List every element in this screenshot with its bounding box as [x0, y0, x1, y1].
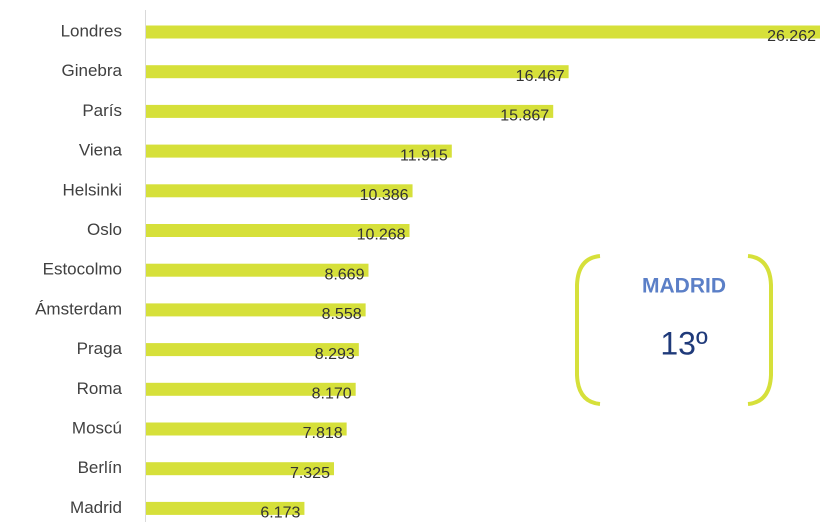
bar: [146, 422, 347, 436]
category-label: Moscú: [72, 418, 122, 437]
annotation-value: 13º: [660, 325, 708, 361]
category-label: Berlín: [78, 458, 122, 477]
annotation-title: MADRID: [642, 275, 726, 298]
category-label: Oslo: [87, 220, 122, 239]
category-label: París: [82, 101, 122, 120]
bar: [146, 224, 410, 237]
bar: [146, 144, 452, 158]
bar: [146, 303, 366, 317]
bar: [146, 382, 356, 396]
bar: [146, 184, 413, 198]
value-label: 11.915: [400, 147, 448, 164]
value-label: 15.867: [500, 108, 549, 125]
value-label: 8.293: [315, 346, 355, 363]
category-label: Londres: [61, 21, 122, 40]
value-label: 10.386: [360, 187, 409, 204]
value-label: 7.325: [290, 465, 330, 482]
bar: [146, 263, 369, 277]
value-label: 26.262: [767, 28, 816, 45]
bracket-left: [575, 254, 601, 406]
category-label: Ginebra: [62, 61, 123, 80]
value-label: 10.268: [357, 227, 406, 244]
value-label: 16.467: [516, 68, 565, 85]
bar: [146, 25, 820, 39]
bar: [146, 462, 334, 476]
value-label: 8.669: [324, 266, 364, 283]
bar: [146, 65, 569, 79]
category-label: Ámsterdam: [35, 299, 122, 318]
bar: [146, 343, 359, 357]
category-label: Roma: [77, 379, 123, 398]
value-label: 6.173: [260, 505, 300, 522]
category-label: Praga: [77, 339, 123, 358]
value-label: 7.818: [303, 425, 343, 442]
category-label: Estocolmo: [43, 260, 122, 279]
category-label: Madrid: [70, 498, 122, 517]
value-label: 8.558: [322, 306, 362, 323]
bracket-right: [747, 254, 773, 406]
bar: [146, 501, 305, 515]
category-label: Helsinki: [62, 180, 122, 199]
bar: [146, 104, 554, 118]
value-label: 8.170: [312, 386, 352, 403]
category-label: Viena: [79, 141, 123, 160]
